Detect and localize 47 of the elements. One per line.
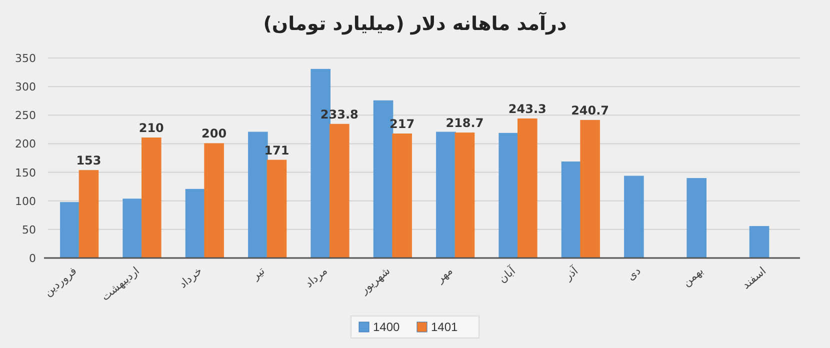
x-tick-label: مرداد [302, 264, 330, 290]
data-label: 240.7 [571, 103, 610, 118]
x-tick-label: آبان [495, 262, 519, 286]
x-tick-label: اردیبهشت [98, 264, 142, 304]
y-tick-label: 350 [15, 52, 36, 65]
data-label: 200 [202, 126, 227, 141]
bar [78, 170, 99, 258]
y-tick-label: 100 [15, 194, 36, 208]
bar [436, 132, 456, 258]
bar [580, 120, 600, 258]
x-tick-label: خرداد [176, 264, 205, 291]
bar [518, 118, 538, 258]
bar [330, 124, 350, 258]
bar [624, 176, 644, 258]
x-tick-label: دی [624, 264, 644, 283]
data-label: 153 [76, 154, 102, 168]
x-tick-label: آذر [560, 262, 582, 284]
y-tick-label: 200 [15, 138, 36, 151]
y-tick-label: 150 [15, 166, 36, 180]
y-tick-label: 50 [22, 223, 36, 236]
y-tick-label: 250 [15, 109, 36, 122]
x-tick-label: اسفند [740, 264, 769, 292]
bar [122, 198, 142, 258]
legend-label: 1401 [431, 320, 458, 334]
bar [498, 132, 518, 258]
x-tick-label: شهریور [357, 264, 393, 298]
x-tick-label: تیر [248, 264, 268, 283]
bar [392, 134, 412, 258]
bar [185, 188, 206, 258]
data-label: 243.3 [508, 102, 546, 116]
x-tick-label: فروردین [42, 264, 80, 299]
x-tick-label: بهمن [680, 264, 706, 289]
bar [266, 160, 287, 258]
chart-title: درآمد ماهانه دلار (میلیارد تومان) [263, 11, 567, 35]
bar [686, 178, 706, 258]
y-tick-label: 0 [29, 252, 36, 265]
bar [454, 132, 475, 258]
bar [142, 138, 162, 258]
bar [561, 162, 582, 258]
x-tick-label: مهر [433, 264, 456, 286]
data-label: 210 [138, 121, 164, 135]
data-label: 218.7 [446, 116, 484, 130]
bar [60, 202, 80, 258]
bar [749, 226, 770, 258]
bar [204, 143, 224, 258]
legend-label: 1400 [373, 320, 400, 334]
y-tick-label: 300 [15, 80, 36, 94]
